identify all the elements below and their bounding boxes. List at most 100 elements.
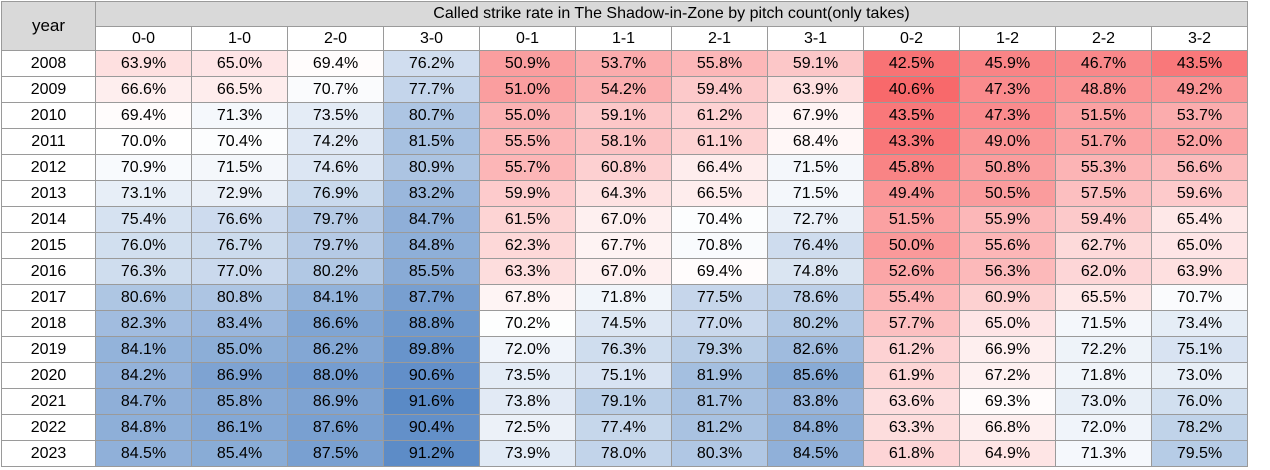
heatmap-cell-2012-3-0: 80.9%	[383, 154, 480, 181]
heatmap-cell-2015-1-1: 67.7%	[575, 232, 672, 259]
heatmap-cell-2009-3-1: 63.9%	[767, 76, 864, 103]
column-header-row: 0-0 1-0 2-0 3-0 0-1 1-1 2-1 3-1 0-2 1-2 2-2 3-2	[2, 26, 1248, 51]
column-header-0-1: 0-1	[479, 26, 576, 51]
heatmap-cell-2015-1-2: 55.6%	[959, 232, 1056, 259]
title-row: year Called strike rate in The Shadow-in…	[1, 1, 1248, 51]
heatmap-cell-2013-2-2: 57.5%	[1055, 180, 1152, 207]
table-row: 2021 84.7% 85.8% 86.9% 91.6% 73.8% 79.1% 81.7% 8…	[1, 388, 1248, 415]
heatmap-cell-2017-1-1: 71.8%	[575, 284, 672, 311]
heatmap-cell-2014-3-1: 72.7%	[767, 206, 864, 233]
table-row: 2013 73.1% 72.9% 76.9% 83.2% 59.9% 64.3% 66.5% 7…	[1, 180, 1248, 207]
table-row: 2012 70.9% 71.5% 74.6% 80.9% 55.7% 60.8% 66.4% 7…	[1, 154, 1248, 181]
heatmap-cell-2013-1-0: 72.9%	[191, 180, 288, 207]
heatmap-cell-2011-1-2: 49.0%	[959, 128, 1056, 155]
heatmap-cell-2021-2-2: 73.0%	[1055, 388, 1152, 415]
heatmap-cell-2008-1-2: 45.9%	[959, 50, 1056, 77]
heatmap-cell-2014-0-2: 51.5%	[863, 206, 960, 233]
heatmap-cell-2019-0-1: 72.0%	[479, 336, 576, 363]
column-header-1-1: 1-1	[575, 26, 672, 51]
heatmap-cell-2016-3-0: 85.5%	[383, 258, 480, 285]
heatmap-cell-2020-1-1: 75.1%	[575, 362, 672, 389]
heatmap-cell-2010-1-2: 47.3%	[959, 102, 1056, 129]
heatmap-cell-2019-1-2: 66.9%	[959, 336, 1056, 363]
heatmap-cell-2016-0-2: 52.6%	[863, 258, 960, 285]
table-row: 2008 63.9% 65.0% 69.4% 76.2% 50.9% 53.7% 55.8% 5…	[1, 50, 1248, 77]
heatmap-cell-2010-3-1: 67.9%	[767, 102, 864, 129]
heatmap-cell-2008-2-2: 46.7%	[1055, 50, 1152, 77]
heatmap-cell-2014-1-0: 76.6%	[191, 206, 288, 233]
heatmap-cell-2018-3-1: 80.2%	[767, 310, 864, 337]
heatmap-cell-2022-0-0: 84.8%	[95, 414, 192, 441]
heatmap-cell-2009-1-1: 54.2%	[575, 76, 672, 103]
heatmap-cell-2023-0-1: 73.9%	[479, 440, 576, 467]
heatmap-cell-2011-0-1: 55.5%	[479, 128, 576, 155]
heatmap-cell-2016-2-2: 62.0%	[1055, 258, 1152, 285]
heatmap-cell-2022-2-1: 81.2%	[671, 414, 768, 441]
row-label-2016: 2016	[1, 258, 96, 285]
heatmap-cell-2008-3-2: 43.5%	[1151, 50, 1248, 77]
table-row: 2017 80.6% 80.8% 84.1% 87.7% 67.8% 71.8% 77.5% 7…	[1, 284, 1248, 311]
heatmap-cell-2017-1-0: 80.8%	[191, 284, 288, 311]
column-header-2-0: 2-0	[287, 26, 384, 51]
heatmap-cell-2017-2-2: 65.5%	[1055, 284, 1152, 311]
table-row: 2010 69.4% 71.3% 73.5% 80.7% 55.0% 59.1% 61.2% 6…	[1, 102, 1248, 129]
heatmap-cell-2020-0-1: 73.5%	[479, 362, 576, 389]
heatmap-cell-2008-0-1: 50.9%	[479, 50, 576, 77]
heatmap-cell-2011-1-0: 70.4%	[191, 128, 288, 155]
heatmap-table: year Called strike rate in The Shadow-in…	[1, 1, 1248, 467]
heatmap-cell-2013-3-1: 71.5%	[767, 180, 864, 207]
heatmap-cell-2011-0-2: 43.3%	[863, 128, 960, 155]
heatmap-cell-2010-3-2: 53.7%	[1151, 102, 1248, 129]
heatmap-cell-2022-3-0: 90.4%	[383, 414, 480, 441]
heatmap-cell-2015-1-0: 76.7%	[191, 232, 288, 259]
heatmap-cell-2010-0-0: 69.4%	[95, 102, 192, 129]
column-header-3-0: 3-0	[383, 26, 480, 51]
heatmap-cell-2021-3-0: 91.6%	[383, 388, 480, 415]
heatmap-cell-2011-1-1: 58.1%	[575, 128, 672, 155]
heatmap-cell-2016-1-0: 77.0%	[191, 258, 288, 285]
row-label-2020: 2020	[1, 362, 96, 389]
heatmap-cell-2010-2-1: 61.2%	[671, 102, 768, 129]
heatmap-cell-2019-3-0: 89.8%	[383, 336, 480, 363]
heatmap-cell-2015-2-1: 70.8%	[671, 232, 768, 259]
row-label-2015: 2015	[1, 232, 96, 259]
heatmap-cell-2013-0-2: 49.4%	[863, 180, 960, 207]
heatmap-cell-2015-3-1: 76.4%	[767, 232, 864, 259]
heatmap-cell-2012-0-0: 70.9%	[95, 154, 192, 181]
heatmap-cell-2009-3-0: 77.7%	[383, 76, 480, 103]
heatmap-cell-2009-0-2: 40.6%	[863, 76, 960, 103]
column-header-3-1: 3-1	[767, 26, 864, 51]
column-header-3-2: 3-2	[1151, 26, 1248, 51]
table-row: 2014 75.4% 76.6% 79.7% 84.7% 61.5% 67.0% 70.4% 7…	[1, 206, 1248, 233]
heatmap-cell-2016-2-0: 80.2%	[287, 258, 384, 285]
heatmap-cell-2014-0-0: 75.4%	[95, 206, 192, 233]
row-label-2021: 2021	[1, 388, 96, 415]
row-label-2010: 2010	[1, 102, 96, 129]
heatmap-cell-2014-1-2: 55.9%	[959, 206, 1056, 233]
heatmap-cell-2012-0-1: 55.7%	[479, 154, 576, 181]
heatmap-cell-2015-2-2: 62.7%	[1055, 232, 1152, 259]
heatmap-cell-2015-3-2: 65.0%	[1151, 232, 1248, 259]
row-header-cell: year	[1, 1, 96, 51]
heatmap-cell-2020-2-2: 71.8%	[1055, 362, 1152, 389]
heatmap-cell-2008-1-0: 65.0%	[191, 50, 288, 77]
heatmap-cell-2017-2-1: 77.5%	[671, 284, 768, 311]
heatmap-cell-2021-1-1: 79.1%	[575, 388, 672, 415]
table-row: 2015 76.0% 76.7% 79.7% 84.8% 62.3% 67.7% 70.8% 7…	[1, 232, 1248, 259]
row-label-2011: 2011	[1, 128, 96, 155]
heatmap-cell-2016-0-0: 76.3%	[95, 258, 192, 285]
heatmap-cell-2023-0-0: 84.5%	[95, 440, 192, 467]
heatmap-cell-2011-2-0: 74.2%	[287, 128, 384, 155]
heatmap-cell-2013-0-0: 73.1%	[95, 180, 192, 207]
heatmap-cell-2012-2-1: 66.4%	[671, 154, 768, 181]
heatmap-cell-2008-2-1: 55.8%	[671, 50, 768, 77]
heatmap-cell-2020-3-0: 90.6%	[383, 362, 480, 389]
heatmap-cell-2009-2-0: 70.7%	[287, 76, 384, 103]
row-label-2019: 2019	[1, 336, 96, 363]
heatmap-cell-2016-2-1: 69.4%	[671, 258, 768, 285]
heatmap-cell-2012-1-1: 60.8%	[575, 154, 672, 181]
heatmap-cell-2013-1-1: 64.3%	[575, 180, 672, 207]
heatmap-cell-2022-1-2: 66.8%	[959, 414, 1056, 441]
heatmap-cell-2022-0-2: 63.3%	[863, 414, 960, 441]
heatmap-cell-2019-0-0: 84.1%	[95, 336, 192, 363]
